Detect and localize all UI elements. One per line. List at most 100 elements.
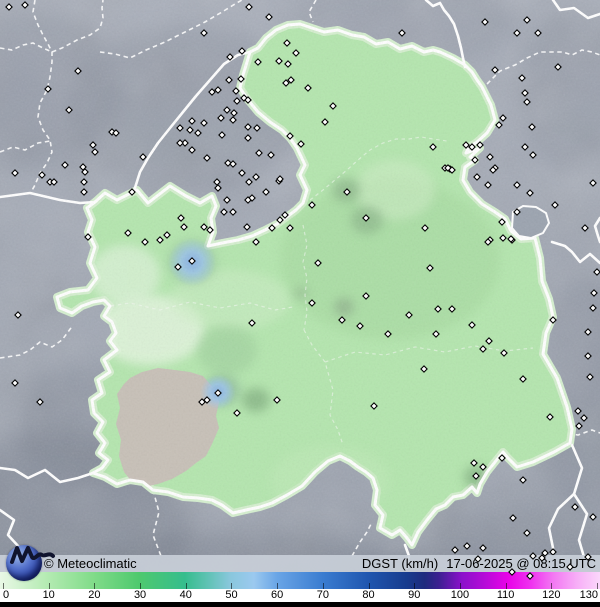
station-marker: [476, 141, 484, 149]
station-marker: [223, 106, 231, 114]
station-marker: [329, 102, 337, 110]
station-marker: [519, 375, 527, 383]
station-marker: [80, 178, 88, 186]
station-marker: [584, 352, 592, 360]
station-marker: [528, 123, 536, 131]
station-marker: [523, 529, 531, 537]
station-marker: [485, 337, 493, 345]
wind-speed-colorbar: [0, 572, 600, 589]
station-marker: [232, 87, 240, 95]
station-marker: [593, 268, 600, 276]
station-marker: [46, 178, 54, 186]
station-marker: [362, 214, 370, 222]
station-marker: [484, 238, 492, 246]
station-marker: [244, 196, 252, 204]
station-marker: [581, 224, 589, 232]
station-marker: [180, 223, 188, 231]
station-marker: [518, 74, 526, 82]
station-marker: [286, 224, 294, 232]
station-marker: [50, 178, 58, 186]
station-marker: [521, 143, 529, 151]
station-marker: [472, 472, 480, 480]
station-marker: [284, 60, 292, 68]
station-markers: [5, 1, 600, 556]
station-marker: [243, 223, 251, 231]
station-marker: [281, 211, 289, 219]
station-marker: [526, 189, 534, 197]
colorbar-tick: [414, 583, 416, 589]
station-marker: [200, 119, 208, 127]
station-marker: [429, 143, 437, 151]
station-marker: [499, 114, 507, 122]
station-marker: [252, 173, 260, 181]
station-marker: [549, 316, 557, 324]
colorbar-tick: [140, 583, 142, 589]
station-marker: [297, 140, 305, 148]
station-marker: [44, 85, 52, 93]
station-marker: [233, 97, 241, 105]
colorbar-tick: [231, 583, 233, 589]
scale-tick-label: 120: [542, 589, 561, 601]
station-marker: [252, 238, 260, 246]
scale-tick-label: 40: [179, 589, 192, 601]
station-marker: [74, 67, 82, 75]
station-marker: [448, 305, 456, 313]
station-marker: [203, 396, 211, 404]
station-marker: [549, 548, 557, 556]
station-marker: [489, 166, 497, 174]
station-marker: [468, 143, 476, 151]
scale-tick-label: 130: [579, 589, 598, 601]
station-marker: [521, 89, 529, 97]
station-marker: [214, 389, 222, 397]
station-marker: [225, 76, 233, 84]
station-marker: [584, 328, 592, 336]
station-marker: [233, 409, 241, 417]
station-marker: [426, 264, 434, 272]
station-marker: [509, 514, 517, 522]
station-marker: [405, 311, 413, 319]
station-marker: [265, 13, 273, 21]
station-marker: [139, 153, 147, 161]
station-marker: [589, 304, 597, 312]
station-marker: [276, 175, 284, 183]
station-marker: [188, 257, 196, 265]
station-marker: [580, 414, 588, 422]
station-marker: [370, 402, 378, 410]
station-marker: [523, 16, 531, 24]
station-marker: [89, 141, 97, 149]
scale-tick-label: 100: [450, 589, 470, 601]
station-marker: [253, 124, 261, 132]
station-marker: [214, 184, 222, 192]
station-marker: [398, 29, 406, 37]
station-marker: [5, 3, 13, 11]
station-marker: [462, 141, 470, 149]
station-marker: [546, 413, 554, 421]
station-marker: [523, 98, 531, 106]
scale-tick-label: 50: [225, 589, 238, 601]
station-marker: [84, 233, 92, 241]
station-marker: [499, 234, 507, 242]
station-marker: [356, 322, 364, 330]
station-marker: [575, 422, 583, 430]
station-marker: [463, 542, 471, 550]
station-marker: [479, 544, 487, 552]
colorbar-tick: [505, 583, 507, 589]
station-marker: [273, 396, 281, 404]
station-marker: [217, 114, 225, 122]
station-marker: [244, 123, 252, 131]
station-marker: [484, 181, 492, 189]
station-marker: [80, 188, 88, 196]
station-marker: [498, 454, 506, 462]
station-marker: [91, 148, 99, 156]
station-marker: [11, 379, 19, 387]
station-marker: [128, 188, 136, 196]
meteoclimatic-logo[interactable]: [4, 540, 60, 584]
station-marker: [177, 214, 185, 222]
station-marker: [420, 365, 428, 373]
station-marker: [218, 131, 226, 139]
colorbar-tick: [277, 583, 279, 589]
station-marker: [286, 132, 294, 140]
station-marker: [206, 226, 214, 234]
station-marker: [574, 407, 582, 415]
